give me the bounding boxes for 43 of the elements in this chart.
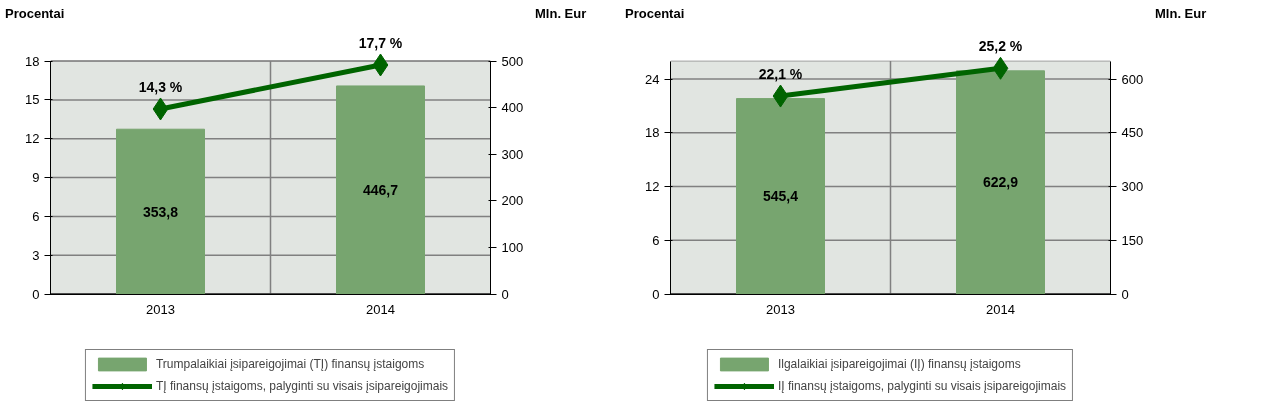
- y-tick-label: 9: [32, 170, 40, 186]
- y2-tick-label: 600: [1121, 71, 1144, 87]
- data-label: 622,9: [982, 174, 1019, 191]
- legend-label: IĮ finansų įstaigoms, palyginti su visais įsipareigojimais: [777, 379, 1067, 393]
- legend-label: TĮ finansų įstaigoms, palyginti su visais įsipareigojimais: [155, 379, 449, 393]
- x-tick-label: 2014: [366, 302, 395, 318]
- x-tick-label: 2013: [766, 302, 795, 318]
- y-tick-label: 6: [652, 232, 660, 248]
- y-tick-label: 0: [32, 286, 40, 302]
- legend-label: Trumpalaikiai įsipareigojimai (TĮ) finansų įstaigoms: [155, 357, 425, 371]
- y-tick-label: 18: [645, 125, 660, 141]
- y-tick-label: 18: [25, 53, 40, 69]
- data-label: 353,8: [142, 203, 179, 220]
- y2-tick-label: 200: [501, 193, 524, 209]
- x-tick-label: 2013: [146, 302, 175, 318]
- y2-tick-label: 300: [501, 146, 524, 162]
- y2-tick-label: 450: [1121, 125, 1144, 141]
- y-tick-label: 24: [645, 71, 660, 87]
- y-tick-label: 3: [32, 247, 40, 263]
- y-tick-label: 12: [645, 179, 660, 195]
- data-label: 14,3 %: [138, 78, 183, 95]
- y-tick-label: 15: [25, 92, 40, 108]
- data-label: 545,4: [762, 188, 799, 205]
- y-tick-label: 12: [25, 131, 40, 147]
- y2-tick-label: 100: [501, 239, 524, 255]
- y2-axis-title: Mln. Eur: [535, 5, 587, 23]
- data-label: 17,7 %: [358, 34, 403, 51]
- y-tick-label: 0: [652, 286, 660, 302]
- legend-label: Ilgalaikiai įsipareigojimai (IĮ) finansų įstaigoms: [777, 357, 1021, 371]
- y2-tick-label: 0: [501, 286, 509, 302]
- y2-tick-label: 400: [501, 100, 524, 116]
- y-tick-label: 6: [32, 208, 40, 224]
- data-label: 25,2 %: [978, 38, 1023, 55]
- y-axis-title: Procentai: [5, 5, 65, 23]
- y2-tick-label: 300: [1121, 179, 1144, 195]
- y2-tick-label: 150: [1121, 232, 1144, 248]
- y2-tick-label: 0: [1121, 286, 1129, 302]
- y2-axis-title: Mln. Eur: [1155, 5, 1207, 23]
- data-label: 22,1 %: [758, 66, 803, 83]
- y2-tick-label: 500: [501, 53, 524, 69]
- data-label: 446,7: [362, 181, 399, 198]
- y-axis-title: Procentai: [625, 5, 685, 23]
- x-tick-label: 2014: [986, 302, 1015, 318]
